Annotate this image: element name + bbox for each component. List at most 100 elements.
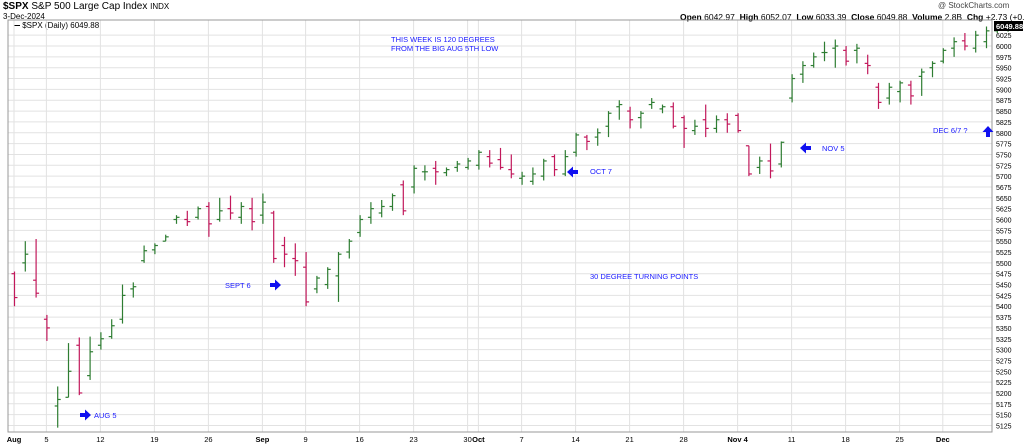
y-tick-label: 6025 [996, 33, 1012, 40]
ohlc-bar [713, 115, 720, 133]
index-name: S&P 500 Large Cap Index [31, 1, 148, 12]
ohlc-bar [335, 252, 342, 302]
x-tick-label: 25 [895, 435, 903, 444]
ohlc-bar [605, 111, 612, 138]
watermark: @ StockCharts.com [938, 1, 1010, 10]
arrow-right-sept6-icon [270, 279, 281, 291]
ohlc-bar [843, 46, 850, 66]
ohlc-bar [659, 104, 666, 114]
ohlc-bar [551, 154, 558, 177]
y-tick-label: 5525 [996, 250, 1012, 257]
annotation-dec67: DEC 6/7 ? [933, 126, 968, 135]
y-tick-label: 5450 [996, 283, 1012, 290]
ohlc-bar [205, 202, 212, 237]
y-tick-label: 5175 [996, 402, 1012, 409]
x-tick-label: 14 [571, 435, 579, 444]
ohlc-bar [421, 165, 428, 181]
ohlc-bar [670, 102, 677, 129]
ohlc-bar [940, 48, 947, 64]
ohlc-bar [648, 98, 655, 109]
ohlc-bar [907, 80, 914, 105]
open-value: 6042.97 [704, 12, 735, 22]
ohlc-bar [76, 337, 83, 396]
ohlc-bar [810, 52, 817, 68]
y-tick-label: 5550 [996, 239, 1012, 246]
annotation-oct7: OCT 7 [590, 167, 612, 176]
chart-title: $SPX S&P 500 Large Cap Index INDX [3, 1, 169, 12]
ohlc-bar [259, 193, 266, 224]
ohlc-bar [475, 150, 482, 170]
ohlc-bar [637, 111, 644, 129]
ohlc-bar [195, 206, 202, 220]
y-tick-label: 5350 [996, 326, 1012, 333]
low-value: 6033.39 [815, 12, 847, 22]
ohlc-bar [97, 332, 104, 350]
y-tick-label: 5725 [996, 163, 1012, 170]
annotation-week-line2: FROM THE BIG AUG 5TH LOW [391, 44, 499, 53]
x-tick-label: 21 [625, 435, 633, 444]
arrow-left-oct7-icon [567, 166, 578, 178]
y-tick-label: 5700 [996, 174, 1012, 181]
y-tick-label: 5800 [996, 131, 1012, 138]
ohlc-bar [767, 143, 774, 179]
ohlc-bar [799, 61, 806, 83]
y-tick-label: 5675 [996, 185, 1012, 192]
ohlc-summary: Open 6042.97 High 6052.07 Low 6033.39 Cl… [680, 12, 1024, 22]
annotation-week-line1: THIS WEEK IS 120 DEGREES [391, 35, 495, 44]
y-tick-label: 5975 [996, 55, 1012, 62]
y-axis: 5125 5150 5175 5200 5225 5250 5275 5300 5325 5350… [996, 33, 1012, 430]
ohlc-bar [357, 215, 364, 237]
x-tick-label: 7 [520, 435, 524, 444]
ohlc-bar [130, 282, 137, 298]
exchange: INDX [150, 2, 170, 11]
last-price-label: 6049.88 [996, 22, 1023, 31]
y-tick-label: 5875 [996, 98, 1012, 105]
ohlc-bar [540, 158, 547, 181]
y-tick-label: 5200 [996, 391, 1012, 398]
ohlc-bar [832, 39, 839, 68]
y-tick-label: 5300 [996, 348, 1012, 355]
high-value: 6052.07 [760, 12, 792, 22]
low-label: Low [796, 12, 814, 22]
volume-label: Volume [912, 12, 943, 22]
chg-label: Chg [966, 12, 984, 22]
ohlc-bar [583, 134, 590, 151]
ohlc-bar [961, 33, 968, 51]
ohlc-bar [367, 202, 374, 224]
y-tick-label: 5400 [996, 304, 1012, 311]
legend: $SPX (Daily) 6049.88 [14, 21, 99, 30]
x-tick-label: 19 [150, 435, 158, 444]
legend-text: $SPX (Daily) 6049.88 [22, 21, 100, 30]
open-label: Open [680, 12, 702, 22]
ohlc-bar [119, 284, 126, 324]
x-tick-label: 30 [463, 435, 471, 444]
ohlc-bar [454, 160, 461, 172]
arrow-up-dec-icon [982, 126, 994, 137]
ohlc-bar [465, 157, 472, 170]
ohlc-bar [497, 147, 504, 170]
ohlc-bar [897, 80, 904, 103]
ohlc-bar [378, 199, 385, 218]
y-tick-label: 5625 [996, 207, 1012, 214]
ohlc-bar [346, 239, 353, 259]
ohlc-bar [821, 41, 828, 62]
ohlc-bar [529, 167, 536, 185]
x-tick-label: Oct [472, 435, 485, 444]
y-tick-label: 5275 [996, 358, 1012, 365]
ohlc-bar [216, 197, 223, 222]
plot-frame [7, 19, 993, 433]
y-tick-label: 5600 [996, 217, 1012, 224]
x-tick-label: Sep [256, 435, 270, 444]
ohlc-bar [627, 106, 634, 129]
ohlc-bar [313, 275, 320, 294]
x-tick-label: 28 [679, 435, 687, 444]
ohlc-bar [141, 245, 148, 263]
ohlc-bar [756, 156, 763, 174]
y-tick-label: 5500 [996, 261, 1012, 268]
ohlc-bar [54, 386, 61, 428]
ohlc-bar [227, 195, 234, 220]
ohlc-bar [929, 61, 936, 78]
x-tick-label: 12 [96, 435, 104, 444]
ohlc-bar [875, 82, 882, 109]
ohlc-bar [22, 241, 29, 272]
